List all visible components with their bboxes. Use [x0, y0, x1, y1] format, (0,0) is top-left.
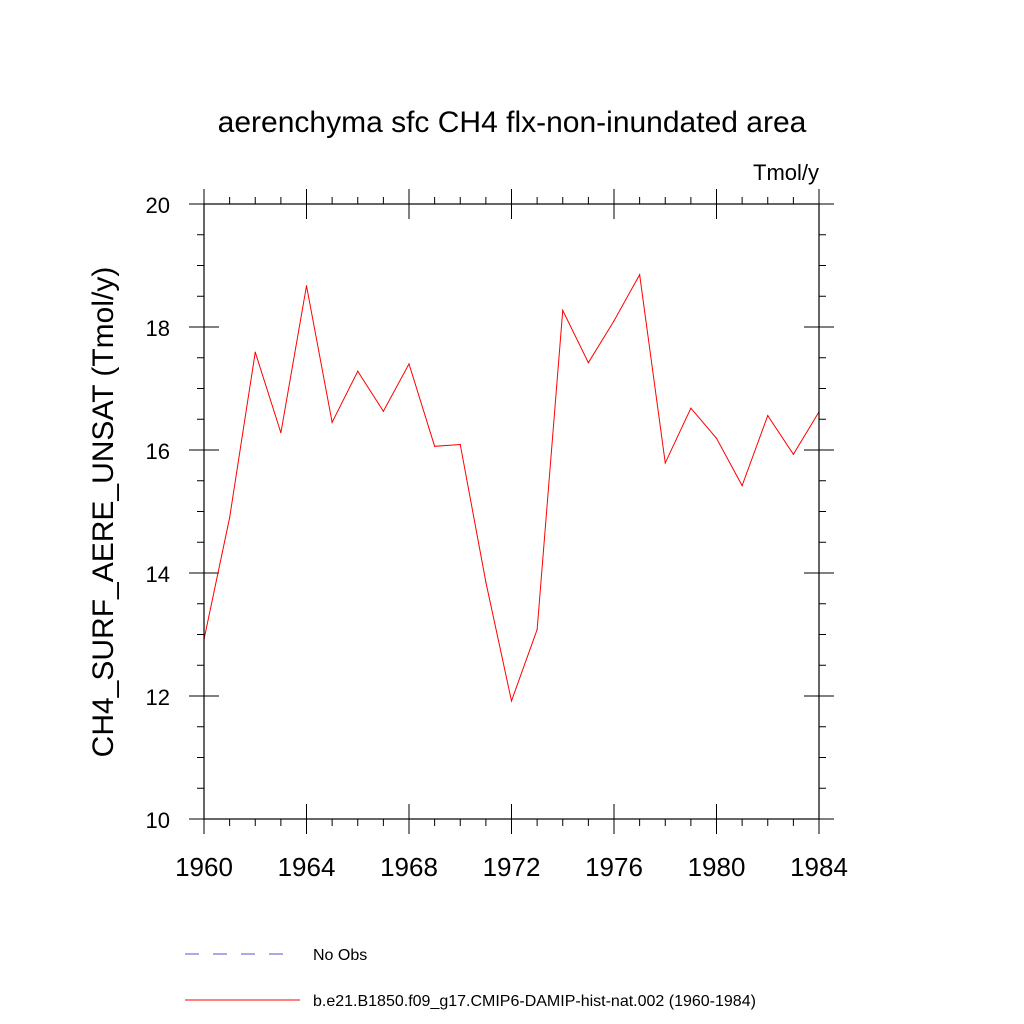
- legend: No Obs b.e21.B1850.f09_g17.CMIP6-DAMIP-h…: [185, 947, 756, 1010]
- data-point: [562, 309, 564, 311]
- legend-label-no-obs: No Obs: [313, 947, 367, 964]
- series-line-0: [203, 273, 820, 703]
- units-label: Tmol/y: [753, 160, 819, 185]
- chart-title: aerenchyma sfc CH4 flx-non-inundated are…: [218, 106, 807, 139]
- data-point: [792, 453, 794, 455]
- data-point: [536, 628, 538, 631]
- series-layer: [203, 273, 820, 703]
- x-tick-label: 1972: [483, 852, 541, 882]
- data-point: [613, 320, 615, 322]
- y-axis-label: CH4_SURF_AERE_UNSAT (Tmol/y): [87, 267, 120, 758]
- data-point: [485, 581, 487, 583]
- data-point: [715, 437, 718, 439]
- data-point: [357, 370, 359, 372]
- x-tick-label: 1968: [380, 852, 438, 882]
- data-point: [664, 462, 666, 464]
- plot-frame: [203, 203, 820, 820]
- data-point: [639, 274, 641, 276]
- data-point: [741, 485, 743, 487]
- data-point: [408, 363, 410, 365]
- data-point: [510, 700, 513, 702]
- data-point: [587, 362, 589, 364]
- y-tick-label: 10: [146, 808, 170, 833]
- data-point: [254, 351, 256, 353]
- x-tick-label: 1980: [688, 852, 746, 882]
- y-tick-label: 16: [146, 439, 170, 464]
- x-tick-label: 1984: [790, 852, 848, 882]
- x-tick-label: 1976: [585, 852, 643, 882]
- data-point: [331, 421, 333, 423]
- x-tick-label: 1964: [278, 852, 336, 882]
- data-point: [690, 407, 692, 409]
- data-point: [305, 285, 308, 287]
- data-point: [382, 410, 384, 412]
- data-point: [434, 445, 436, 447]
- y-tick-label: 14: [146, 562, 170, 587]
- data-point: [280, 432, 282, 434]
- tick-labels: 1960 1964 1968 1972 1976 1980 1984 10 12 14 16 18 20: [146, 193, 848, 882]
- data-point: [767, 414, 769, 417]
- y-tick-label: 20: [146, 193, 170, 218]
- data-point: [229, 517, 231, 519]
- x-tick-label: 1960: [175, 852, 233, 882]
- y-tick-label: 18: [146, 316, 170, 341]
- axis-ticks: [189, 189, 834, 834]
- data-point: [459, 443, 461, 446]
- legend-label-model: b.e21.B1850.f09_g17.CMIP6-DAMIP-hist-nat…: [313, 993, 756, 1010]
- y-tick-label: 12: [146, 685, 170, 710]
